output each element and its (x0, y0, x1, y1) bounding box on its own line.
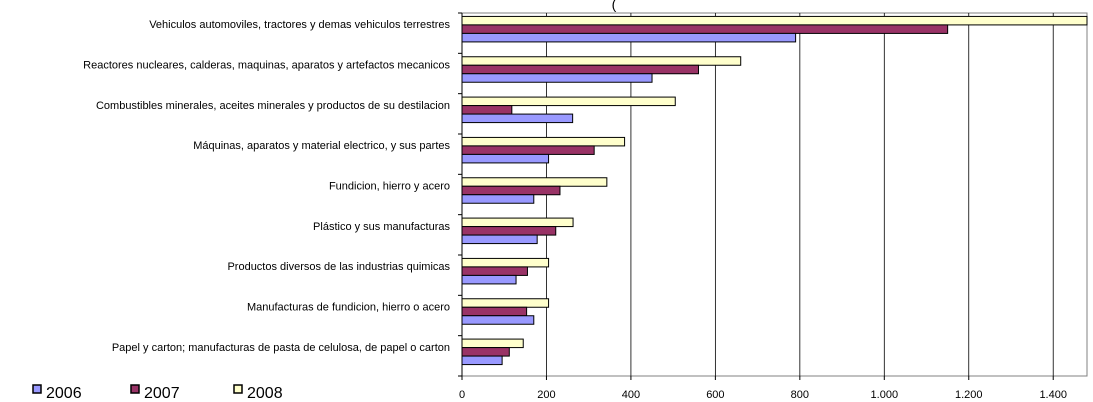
bar-2007 (461, 185, 561, 196)
category-label: Combustibles minerales, aceites minerale… (96, 100, 450, 112)
bar-2006 (461, 113, 574, 124)
bar-2008 (461, 96, 676, 107)
bar-2008 (461, 257, 550, 268)
legend-swatch-2008 (233, 384, 243, 394)
legend-label-2006: 2006 (46, 385, 82, 402)
legend-label-2008: 2008 (247, 385, 283, 402)
bar-2007 (461, 226, 557, 236)
bar-2008 (461, 217, 574, 228)
x-tick-label: 600 (706, 389, 724, 401)
x-tick-label: 800 (791, 389, 809, 401)
bar-2006 (461, 355, 503, 366)
bar-2007 (461, 306, 528, 317)
bar-2006 (461, 194, 535, 204)
bar-2007 (461, 347, 510, 357)
bar-2007 (461, 266, 528, 276)
legend-swatch-2007 (130, 384, 140, 394)
category-label: Reactores nucleares, calderas, maquinas,… (83, 60, 450, 72)
bar-2008 (461, 15, 1088, 26)
x-tick-label: 200 (537, 389, 555, 401)
category-label: Papel y carton; manufacturas de pasta de… (112, 342, 450, 354)
bar-2006 (461, 153, 550, 164)
bar-2006 (461, 73, 653, 83)
bar-2008 (461, 56, 742, 66)
x-tick-label: 400 (622, 389, 640, 401)
category-labels: Vehiculos automoviles, tractores y demas… (83, 19, 450, 354)
bar-2008 (461, 136, 626, 147)
x-tick-label: 1.000 (871, 389, 899, 401)
bar-2008 (461, 298, 550, 308)
plot-area (458, 12, 1088, 380)
bar-2007 (461, 64, 699, 75)
bar-2008 (461, 338, 524, 349)
category-label: Fundicion, hierro y acero (329, 181, 450, 193)
category-label: Plástico y sus manufacturas (313, 221, 450, 233)
x-tick-label: 1.400 (1039, 389, 1067, 401)
bar-2007 (461, 145, 595, 155)
x-tick-label: 1.200 (955, 389, 983, 401)
bar-2007 (461, 105, 513, 115)
legend: 2006 2007 2008 (32, 384, 283, 402)
bar-2006 (461, 234, 538, 245)
chart-title-fragment: ( (612, 0, 617, 12)
legend-swatch-2006 (32, 384, 42, 394)
x-axis-tick-labels: 0 200 400 600 800 1.000 1.200 1.400 (459, 389, 1067, 401)
category-label: Manufacturas de fundicion, hierro o acer… (247, 302, 450, 314)
legend-label-2007: 2007 (144, 385, 180, 402)
bar-2006 (461, 274, 517, 285)
x-tick-label: 0 (459, 389, 465, 401)
category-label: Productos diversos de las industrias qui… (227, 261, 450, 273)
bar-2006 (461, 315, 535, 325)
category-label: Máquinas, aparatos y material electrico,… (193, 140, 450, 152)
category-label: Vehiculos automoviles, tractores y demas… (149, 19, 450, 31)
bar-2006 (461, 32, 797, 43)
bar-2008 (461, 177, 608, 187)
bar-2007 (461, 24, 949, 34)
